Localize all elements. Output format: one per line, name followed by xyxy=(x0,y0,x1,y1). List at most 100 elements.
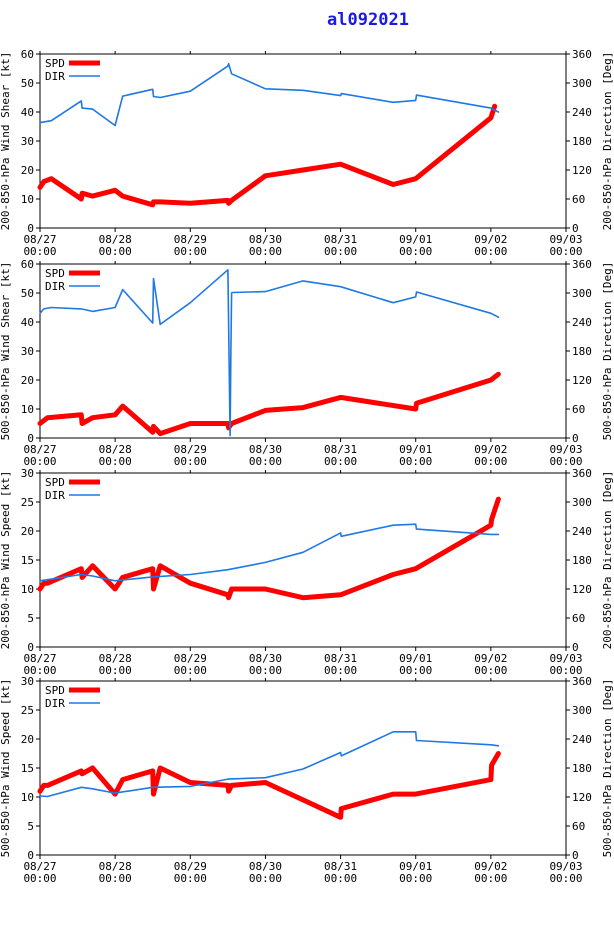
x-tick-time: 00:00 xyxy=(174,664,207,677)
y2-tick-label: 180 xyxy=(572,554,592,567)
x-tick-date: 08/28 xyxy=(99,233,132,246)
x-tick-date: 08/29 xyxy=(174,443,207,456)
x-tick-date: 08/29 xyxy=(174,233,207,246)
y-tick-label: 15 xyxy=(21,762,34,775)
x-tick-time: 00:00 xyxy=(249,245,282,258)
x-tick-date: 08/28 xyxy=(99,443,132,456)
chart-panel-2: 08/2700:0008/2800:0008/2900:0008/3000:00… xyxy=(0,258,614,468)
x-tick-date: 08/30 xyxy=(249,443,282,456)
y-tick-label: 40 xyxy=(21,316,34,329)
y2-tick-label: 240 xyxy=(572,733,592,746)
y2-tick-label: 360 xyxy=(572,467,592,480)
y-axis-label: 200-850-hPa Wind Speed [kt] xyxy=(0,471,12,650)
y-tick-label: 20 xyxy=(21,733,34,746)
y-tick-label: 25 xyxy=(21,496,34,509)
x-tick-time: 00:00 xyxy=(549,455,582,468)
y2-tick-label: 240 xyxy=(572,106,592,119)
dir-series-line xyxy=(39,523,500,582)
y2-axis-label: 200-850-hPa Direction [Deg] xyxy=(601,52,614,231)
spd-series-line xyxy=(37,751,501,820)
y2-axis-label: 200-850-hPa Direction [Deg] xyxy=(601,471,614,650)
y-axis-label: 500-850-hPa Wind Shear [kt] xyxy=(0,262,12,441)
x-tick-date: 09/03 xyxy=(549,233,582,246)
y-tick-label: 30 xyxy=(21,675,34,688)
spd-series-line xyxy=(37,371,501,437)
x-tick-date: 08/28 xyxy=(99,652,132,665)
x-tick-time: 00:00 xyxy=(324,872,357,885)
plot-frame xyxy=(39,53,567,229)
y-tick-label: 30 xyxy=(21,467,34,480)
y2-tick-label: 240 xyxy=(572,316,592,329)
y2-tick-label: 120 xyxy=(572,583,592,596)
x-tick-time: 00:00 xyxy=(474,872,507,885)
y2-tick-label: 180 xyxy=(572,135,592,148)
x-tick-time: 00:00 xyxy=(399,245,432,258)
x-tick-time: 00:00 xyxy=(399,664,432,677)
x-tick-date: 08/27 xyxy=(23,443,56,456)
y2-tick-label: 0 xyxy=(572,641,579,654)
x-tick-time: 00:00 xyxy=(474,455,507,468)
plot-frame xyxy=(39,472,567,648)
x-tick-time: 00:00 xyxy=(23,455,56,468)
y2-tick-label: 120 xyxy=(572,791,592,804)
x-tick-time: 00:00 xyxy=(474,664,507,677)
x-tick-date: 09/03 xyxy=(549,860,582,873)
legend-spd-label: SPD xyxy=(45,684,65,697)
y2-tick-label: 0 xyxy=(572,222,579,235)
chart-panel-4: 08/2700:0008/2800:0008/2900:0008/3000:00… xyxy=(0,675,614,885)
x-tick-time: 00:00 xyxy=(549,664,582,677)
plot-frame xyxy=(39,680,567,856)
x-tick-time: 00:00 xyxy=(249,455,282,468)
x-tick-date: 08/27 xyxy=(23,652,56,665)
y2-axis-label: 500-850-hPa Direction [Deg] xyxy=(601,262,614,441)
y-tick-label: 10 xyxy=(21,791,34,804)
dir-series-line xyxy=(39,268,500,437)
x-tick-time: 00:00 xyxy=(324,245,357,258)
y-tick-label: 60 xyxy=(21,48,34,61)
x-tick-date: 08/28 xyxy=(99,860,132,873)
x-tick-date: 08/30 xyxy=(249,860,282,873)
y2-tick-label: 180 xyxy=(572,345,592,358)
x-tick-time: 00:00 xyxy=(399,455,432,468)
x-tick-date: 09/02 xyxy=(474,233,507,246)
y2-tick-label: 0 xyxy=(572,849,579,862)
y-tick-label: 15 xyxy=(21,554,34,567)
x-tick-time: 00:00 xyxy=(99,872,132,885)
y-tick-label: 5 xyxy=(27,612,34,625)
y-tick-label: 0 xyxy=(27,432,34,445)
y2-tick-label: 120 xyxy=(572,164,592,177)
y-tick-label: 0 xyxy=(27,222,34,235)
x-tick-date: 08/29 xyxy=(174,860,207,873)
y2-tick-label: 0 xyxy=(572,432,579,445)
y2-tick-label: 60 xyxy=(572,403,585,416)
y2-tick-label: 240 xyxy=(572,525,592,538)
x-tick-date: 08/30 xyxy=(249,233,282,246)
legend-dir-label: DIR xyxy=(45,280,65,293)
x-tick-date: 08/31 xyxy=(324,443,357,456)
legend-dir-label: DIR xyxy=(45,489,65,502)
y-axis-label: 200-850-hPa Wind Shear [kt] xyxy=(0,52,12,231)
chart-panel-3: 08/2700:0008/2800:0008/2900:0008/3000:00… xyxy=(0,467,614,677)
y2-tick-label: 360 xyxy=(572,48,592,61)
spd-series-line xyxy=(37,496,501,601)
x-tick-time: 00:00 xyxy=(99,245,132,258)
x-tick-time: 00:00 xyxy=(99,455,132,468)
y2-tick-label: 120 xyxy=(572,374,592,387)
panels: 08/2700:0008/2800:0008/2900:0008/3000:00… xyxy=(0,48,614,885)
x-tick-time: 00:00 xyxy=(99,664,132,677)
y-tick-label: 10 xyxy=(21,193,34,206)
x-tick-time: 00:00 xyxy=(174,872,207,885)
y2-tick-label: 60 xyxy=(572,612,585,625)
y-axis-label: 500-850-hPa Wind Speed [kt] xyxy=(0,679,12,858)
y2-tick-label: 300 xyxy=(572,287,592,300)
x-tick-date: 09/01 xyxy=(399,860,432,873)
y-tick-label: 10 xyxy=(21,583,34,596)
y2-tick-label: 300 xyxy=(572,77,592,90)
y-tick-label: 20 xyxy=(21,164,34,177)
y-tick-label: 5 xyxy=(27,820,34,833)
y2-tick-label: 300 xyxy=(572,704,592,717)
x-tick-time: 00:00 xyxy=(324,664,357,677)
y-tick-label: 40 xyxy=(21,106,34,119)
